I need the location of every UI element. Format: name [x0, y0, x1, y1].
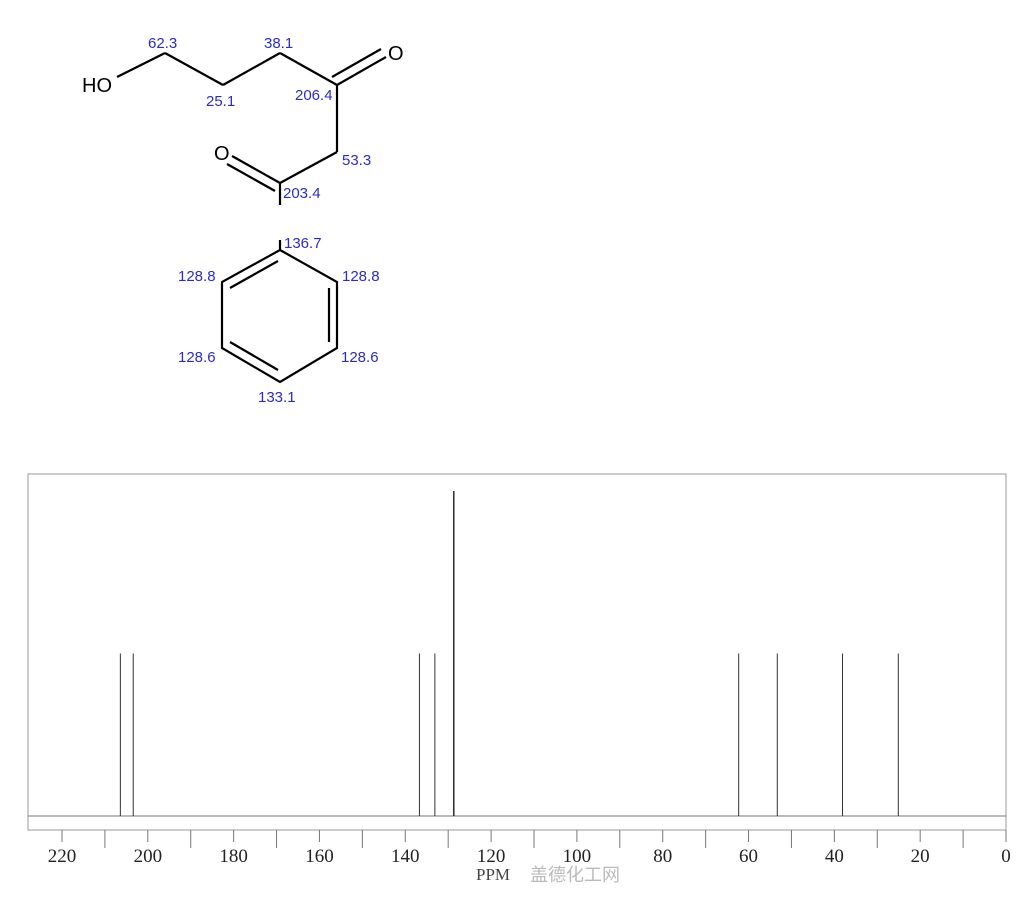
- x-tick-label: 160: [305, 846, 334, 867]
- bond-inner: [229, 260, 279, 289]
- bond-double: [331, 48, 382, 78]
- x-tick-label: 200: [134, 846, 163, 867]
- x-tick-label: 60: [739, 846, 758, 867]
- shift-label: 206.4: [295, 87, 333, 104]
- molecule-structure: [116, 48, 387, 384]
- x-tick-label: 20: [911, 846, 930, 867]
- x-tick-label: 100: [563, 846, 592, 867]
- bond: [116, 52, 166, 78]
- shift-label: 136.7: [284, 235, 322, 252]
- shift-label: 128.8: [178, 268, 216, 285]
- bond: [279, 52, 338, 86]
- shift-label: 128.8: [342, 268, 380, 285]
- x-tick-label: 0: [1001, 846, 1011, 867]
- x-tick-label: 180: [219, 846, 248, 867]
- watermark: 盖德化工网: [530, 865, 620, 886]
- benzene-ring: [220, 248, 339, 384]
- bond: [279, 151, 338, 184]
- shift-label: 203.4: [283, 185, 321, 202]
- bond-inner: [229, 341, 279, 371]
- x-axis-label: PPM: [476, 865, 510, 884]
- shift-label: 128.6: [341, 349, 379, 366]
- x-tick-label: 120: [477, 846, 506, 867]
- shift-label: 133.1: [258, 389, 296, 406]
- x-tick-label: 140: [391, 846, 420, 867]
- bond-double: [336, 56, 387, 86]
- bond-double: [226, 163, 276, 192]
- x-tick-label: 80: [653, 846, 672, 867]
- atom-hydroxyl: HO: [82, 75, 112, 97]
- shift-label: 53.3: [342, 152, 371, 169]
- shift-label: 25.1: [206, 93, 235, 110]
- atom-ketone-o2: O: [214, 143, 230, 165]
- shift-label: 128.6: [178, 349, 216, 366]
- bond-double: [231, 155, 281, 184]
- shift-label: 38.1: [264, 35, 293, 52]
- x-tick-label: 40: [825, 846, 844, 867]
- bond: [164, 52, 224, 86]
- atom-ketone-o1: O: [388, 43, 404, 65]
- shift-label: 62.3: [148, 35, 177, 52]
- bond: [222, 52, 281, 86]
- plot-frame: [27, 473, 1007, 831]
- x-tick-label: 220: [48, 846, 77, 867]
- nmr-spectrum: 220 200 180 160 140 120 100 80 60 40 20 0: [27, 473, 1011, 867]
